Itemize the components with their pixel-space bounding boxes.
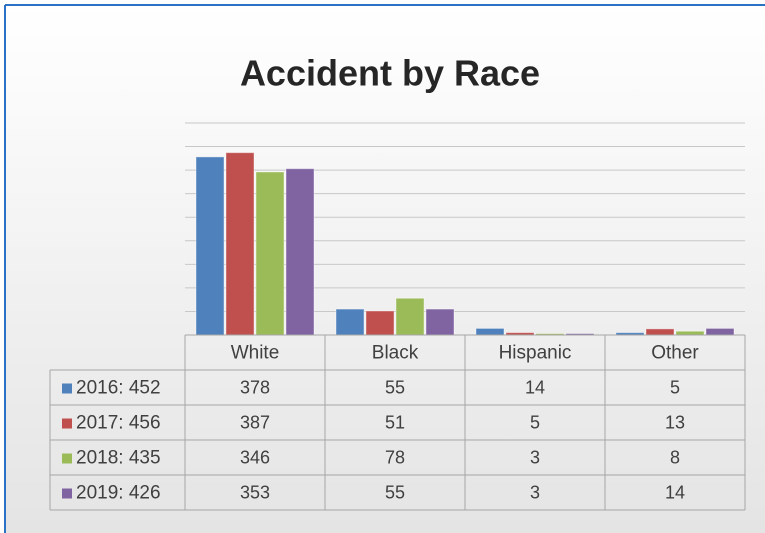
table-value: 51 bbox=[385, 412, 405, 432]
table-value: 14 bbox=[525, 377, 545, 397]
legend-label: 2019: 426 bbox=[76, 483, 161, 504]
x-tick-label: White bbox=[231, 343, 280, 364]
chart-title: Accident by Race bbox=[240, 53, 540, 94]
table-value: 55 bbox=[385, 482, 405, 502]
bar bbox=[255, 171, 285, 336]
x-tick-label: Other bbox=[651, 343, 699, 364]
x-tick-label: Black bbox=[372, 343, 419, 364]
table-value: 5 bbox=[530, 412, 540, 432]
x-tick-label: Hispanic bbox=[499, 343, 572, 364]
legend-key bbox=[62, 488, 72, 499]
table-value: 3 bbox=[530, 447, 540, 467]
table-value: 387 bbox=[240, 412, 270, 432]
bar bbox=[285, 168, 315, 336]
table-value: 346 bbox=[240, 447, 270, 467]
table-value: 378 bbox=[240, 377, 270, 397]
bar bbox=[365, 310, 395, 336]
bar bbox=[475, 327, 505, 336]
table-value: 55 bbox=[385, 377, 405, 397]
chart-background bbox=[5, 5, 765, 533]
bar bbox=[645, 328, 675, 336]
bar bbox=[395, 297, 425, 336]
table-value: 353 bbox=[240, 482, 270, 502]
legend-key bbox=[62, 383, 72, 394]
table-value: 78 bbox=[385, 447, 405, 467]
table-value: 5 bbox=[670, 377, 680, 397]
table-value: 8 bbox=[670, 447, 680, 467]
table-value: 3 bbox=[530, 482, 540, 502]
bar bbox=[195, 156, 225, 336]
bar bbox=[225, 152, 255, 336]
legend-label: 2018: 435 bbox=[76, 448, 161, 469]
table-value: 14 bbox=[665, 482, 685, 502]
bar bbox=[425, 308, 455, 336]
table-value: 13 bbox=[665, 412, 685, 432]
bar bbox=[335, 308, 365, 336]
legend-label: 2016: 452 bbox=[76, 378, 161, 399]
legend-key bbox=[62, 453, 72, 464]
bar bbox=[675, 330, 705, 336]
bar bbox=[705, 327, 735, 336]
legend-key bbox=[62, 418, 72, 429]
legend-label: 2017: 456 bbox=[76, 413, 161, 434]
